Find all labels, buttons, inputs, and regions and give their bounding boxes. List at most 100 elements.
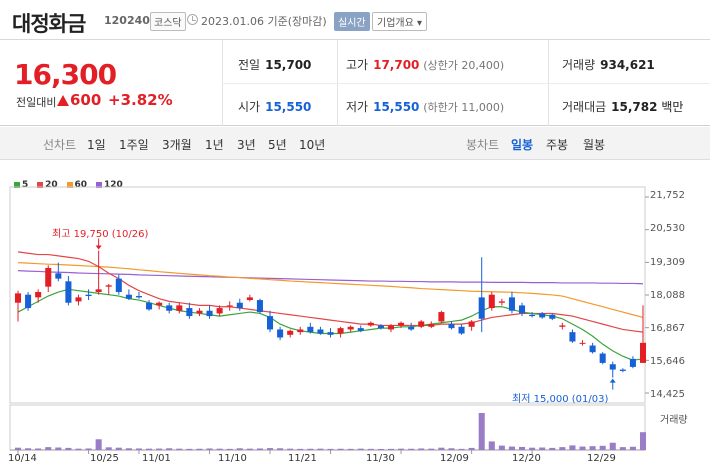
candle-body [196,310,203,314]
candle-body [176,305,183,311]
candle-body [14,293,22,303]
x-tick: 11/30 [366,453,395,464]
x-tick: 12/20 [512,453,541,464]
candle-body [95,289,102,293]
volume-bar [256,448,263,450]
candle-body [125,294,132,299]
candle-body [186,308,193,317]
candle-body [317,329,324,334]
ma60-line [17,261,644,319]
volume-bar [85,448,92,450]
candle-body [135,296,142,298]
candle-body [508,297,515,311]
chart-tabs: 선차트 1일 1주일 3개월 1년 3년 5년 10년 봉차트 일봉 주봉 월봉 [0,127,710,160]
candle-body [256,300,263,313]
candle-body [236,302,243,309]
volume-bar [377,448,384,450]
volume-bar [478,413,485,450]
tab-1d[interactable]: 1일 [87,138,106,152]
candle-body [398,322,405,326]
tab-daily[interactable]: 일봉 [511,138,534,152]
volume-bar [156,448,163,450]
tab-monthly[interactable]: 월봉 [583,138,606,152]
trade-amount: 거래대금 15,782 백만 [562,100,684,114]
stock-name: 대정화금 [12,12,86,36]
volume-bar [55,447,62,450]
volume-bar [105,447,112,450]
candle-body [146,302,153,310]
candle-body [35,292,42,298]
y-tick: 18,088 [650,290,685,301]
candle-body [488,294,495,309]
candle-body [337,328,344,334]
min-annotation: 최저 15,000 (01/03) [512,394,609,405]
price-change-percent: +3.82% [108,91,173,109]
volume-bar [327,448,334,450]
volume-bar [35,448,42,450]
y-tick: 16,867 [650,323,685,334]
volume-bar [569,445,576,450]
candle-body [216,308,223,314]
candle-body [65,281,72,303]
candle-body [45,267,52,287]
price-change: 600 [70,91,102,109]
candle-body [277,329,284,338]
candle-body [599,353,606,363]
realtime-button[interactable]: 실시간 [334,12,370,31]
up-triangle-icon [57,95,69,106]
volume-bar [347,448,354,450]
volume-bar [176,448,183,450]
candle-body [287,330,294,335]
volume-bar [246,448,253,450]
candle-body [156,302,163,306]
candle-body [639,342,647,363]
market-badge: 코스닥 [150,12,186,31]
max-arrow-head [95,245,102,250]
current-price: 16,300 [14,58,117,91]
as-of-date: 2023.01.06 기준(장마감) [201,15,327,28]
candle-body [408,326,415,330]
candle-body [418,321,425,327]
x-tick: 11/01 [142,453,171,464]
volume-bar [307,448,314,450]
tab-3m[interactable]: 3개월 [162,138,192,152]
volume-bar [599,445,606,450]
volume-bar [529,447,536,450]
company-info-dropdown[interactable]: 기업개요 ▾ [372,12,427,31]
volume-bar [135,448,142,450]
volume-bar [95,439,102,450]
candle-body [529,314,536,317]
ma5-line [17,288,644,361]
candle-body [539,313,546,318]
volume-bar [146,448,153,450]
volume-bar [498,445,505,450]
x-tick: 12/09 [440,453,469,464]
change-label: 전일대비 [16,96,57,109]
volume-bar [337,448,344,450]
volume-bar [579,446,586,450]
max-annotation: 최고 19,750 (10/26) [52,229,149,240]
volume-bar [559,447,566,450]
tab-5y[interactable]: 5년 [268,138,287,152]
x-tick: 10/25 [90,453,119,464]
x-tick: 12/29 [587,453,616,464]
tab-3y[interactable]: 3년 [237,138,256,152]
min-arrow-head [609,378,616,383]
volume-bar [266,448,274,450]
candle-body [609,364,616,370]
volume-bar [216,448,223,450]
tab-weekly[interactable]: 주봉 [546,138,569,152]
candle-body [579,342,586,344]
stock-code: 120240 [104,14,150,27]
y-tick: 14,425 [650,389,685,400]
candle-body [478,297,485,319]
volume-bar [488,441,495,450]
volume-bar [166,448,173,450]
tab-1y[interactable]: 1년 [205,138,224,152]
tab-10y[interactable]: 10년 [299,138,326,152]
volume-bar [226,448,233,450]
ma120-line [17,270,644,285]
tab-1w[interactable]: 1주일 [119,138,149,152]
x-tick: 11/10 [218,453,247,464]
